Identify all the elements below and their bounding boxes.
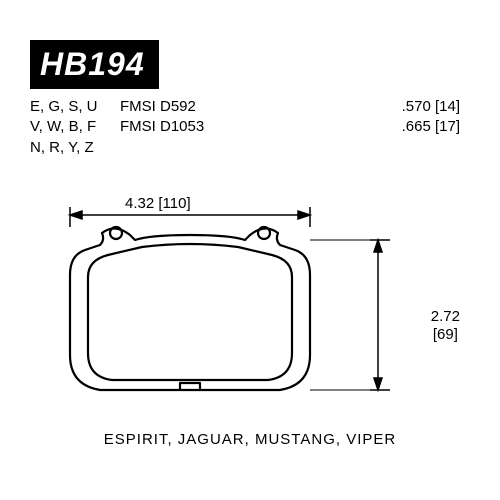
- height-dim-mm: [69]: [431, 326, 460, 344]
- fmsi-list: FMSI D592 FMSI D1053: [120, 97, 250, 158]
- compounds-line: V, W, B, F: [30, 117, 120, 137]
- thickness-list: .570 [14] .665 [17]: [402, 97, 470, 158]
- thickness-line: .665 [17]: [402, 117, 460, 137]
- info-row: E, G, S, U V, W, B, F N, R, Y, Z FMSI D5…: [30, 97, 470, 158]
- compounds-list: E, G, S, U V, W, B, F N, R, Y, Z: [30, 97, 120, 158]
- brake-pad-diagram: [30, 205, 400, 415]
- thickness-line: .570 [14]: [402, 97, 460, 117]
- fmsi-line: FMSI D1053: [120, 117, 250, 137]
- height-dimension-label: 2.72 [69]: [431, 308, 460, 344]
- compounds-line: N, R, Y, Z: [30, 138, 120, 158]
- height-dim-inches: 2.72: [431, 308, 460, 326]
- compounds-line: E, G, S, U: [30, 97, 120, 117]
- fmsi-line: FMSI D592: [120, 97, 250, 117]
- part-number-title: HB194: [30, 40, 159, 89]
- vehicle-applications: ESPIRIT, JAGUAR, MUSTANG, VIPER: [30, 431, 470, 448]
